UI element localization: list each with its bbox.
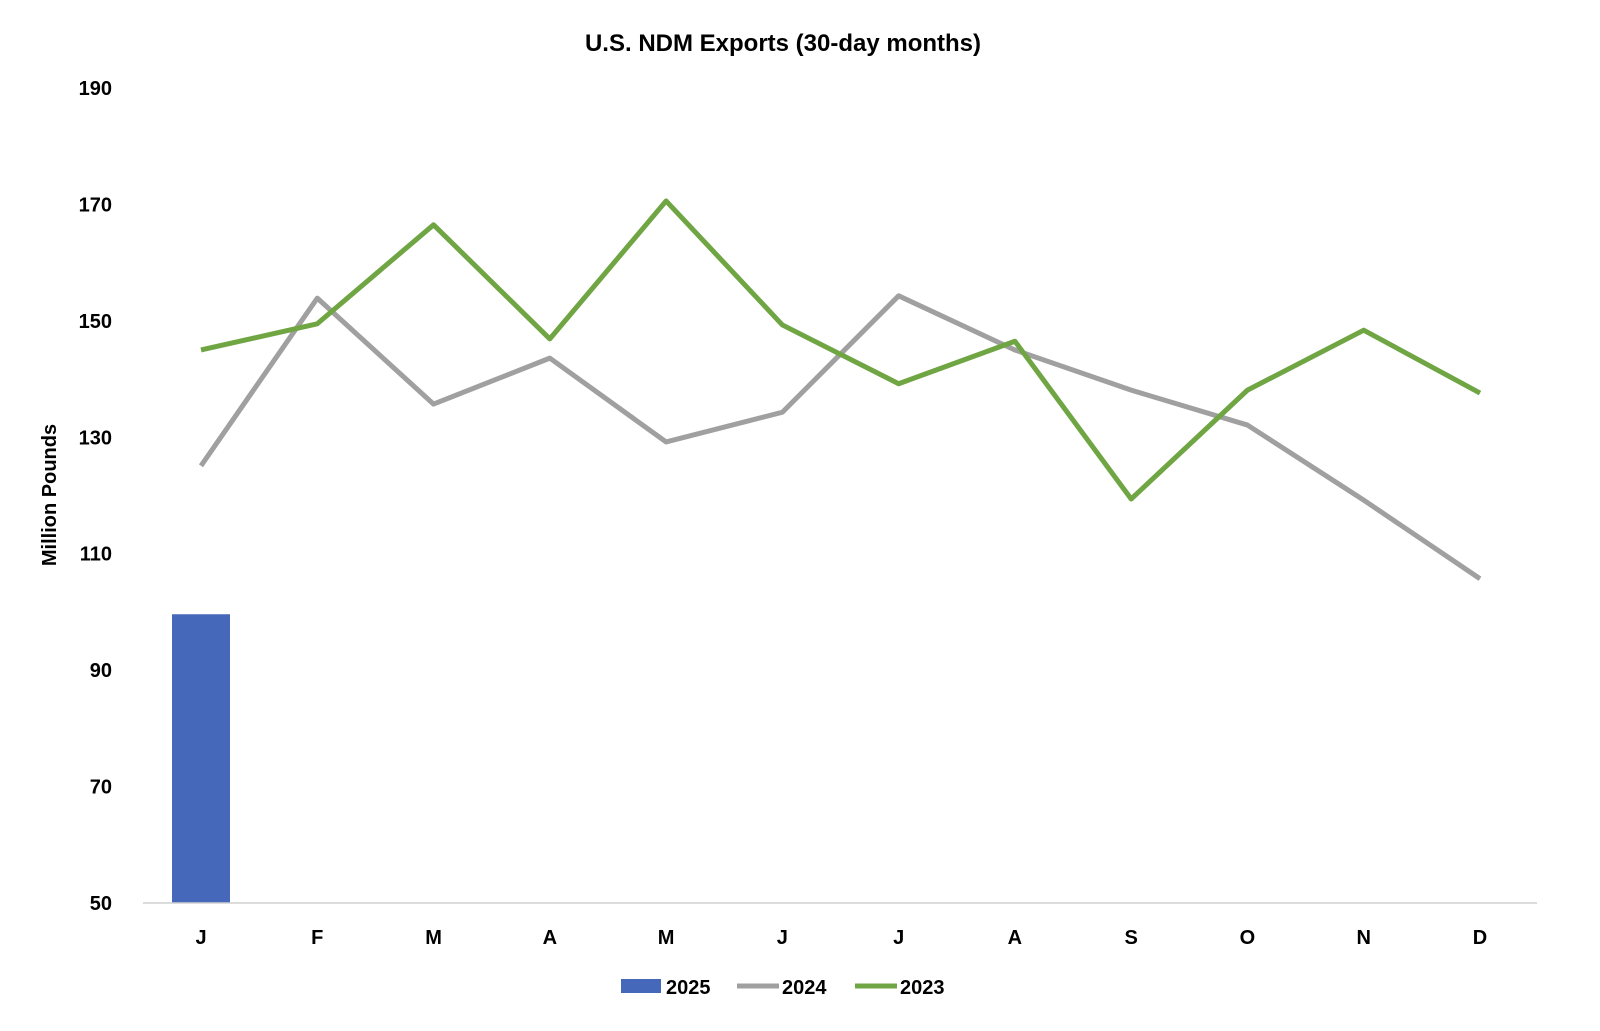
x-tick-label: D [1473, 927, 1487, 949]
x-tick-label: O [1240, 927, 1256, 949]
legend-label-2025: 2025 [666, 977, 711, 999]
x-tick-label: M [658, 927, 675, 949]
y-tick-label: 110 [80, 544, 112, 566]
y-tick-label: 170 [79, 194, 112, 216]
y-axis-label: Million Pounds [39, 424, 61, 566]
y-tick-label: 150 [79, 311, 112, 333]
x-tick-label: A [1008, 927, 1022, 949]
legend-label-2023: 2023 [900, 977, 945, 999]
y-tick-label: 50 [90, 893, 112, 915]
x-tick-label: S [1125, 927, 1138, 949]
line-2024 [198, 293, 1482, 581]
legend-swatch-2025 [621, 979, 661, 993]
chart-title: U.S. NDM Exports (30-day months) [585, 30, 981, 57]
x-tick-label: F [311, 927, 323, 949]
x-tick-label: M [425, 927, 442, 949]
line-2023 [200, 198, 1482, 502]
y-tick-label: 70 [90, 777, 112, 799]
x-tick-label: J [195, 927, 206, 949]
legend: 2025 2024 2023 [621, 977, 945, 999]
x-tick-label: J [777, 927, 788, 949]
x-tick-label: J [893, 927, 904, 949]
x-tick-label: A [543, 927, 557, 949]
x-tick-label: N [1357, 927, 1371, 949]
y-tick-label: 130 [79, 427, 112, 449]
y-tick-label: 190 [79, 78, 112, 100]
y-tick-label: 90 [90, 660, 112, 682]
legend-label-2024: 2024 [782, 977, 827, 999]
bar-2025 [172, 614, 230, 903]
